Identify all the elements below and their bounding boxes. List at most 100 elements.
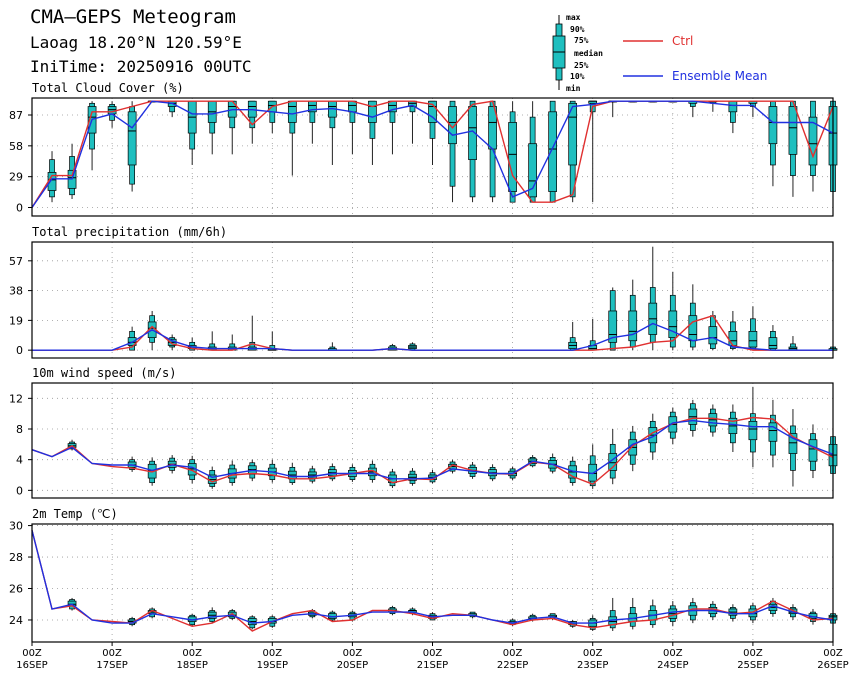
box-member — [808, 424, 818, 479]
box-member — [768, 100, 778, 187]
x-tick-label-time: 00Z — [263, 648, 283, 659]
x-tick-label-date: 22SEP — [497, 660, 528, 671]
y-tick-label: 29 — [9, 171, 23, 184]
box-p25-p75 — [528, 143, 537, 198]
panel-wind: 10m wind speed (m/s) 0 4 8 12 — [9, 366, 838, 499]
ensemble-mean-line — [31, 530, 834, 624]
x-tick-label-date: 25SEP — [737, 660, 768, 671]
location-label: Laoag 18.20°N 120.59°E — [30, 33, 242, 52]
legend-median-label: median — [574, 48, 603, 58]
x-tick-label-time: 00Z — [22, 648, 42, 659]
y-tick-label: 0 — [16, 484, 23, 497]
box-member — [488, 100, 497, 203]
box-p25-p75 — [748, 331, 758, 348]
box-member — [368, 100, 377, 165]
box-member — [328, 463, 337, 482]
panel-temp: 2m Temp (℃) 24 26 28 30 — [9, 507, 838, 643]
legend-p90-label: 90% — [570, 25, 585, 34]
box-member — [428, 100, 437, 165]
box-member — [227, 334, 237, 351]
box-member — [708, 404, 718, 437]
box-member — [408, 468, 417, 486]
legend-p75-label: 75% — [574, 36, 589, 45]
box-member — [748, 306, 758, 351]
x-tick-label-time: 00Z — [823, 648, 843, 659]
box-member — [508, 101, 517, 203]
x-tick-label-date: 21SEP — [417, 660, 448, 671]
box-member — [628, 279, 638, 351]
box-p25-p75 — [808, 439, 818, 462]
box-member — [468, 100, 477, 203]
box-member — [608, 100, 618, 118]
box-member — [608, 287, 618, 351]
panel-title: 10m wind speed (m/s) — [32, 366, 177, 380]
x-tick-label-date: 24SEP — [657, 660, 688, 671]
x-tick-label-time: 00Z — [102, 648, 122, 659]
x-tick-label-date: 23SEP — [577, 660, 608, 671]
box-member — [768, 399, 778, 468]
x-tick-label-time: 00Z — [343, 648, 363, 659]
box-p25-p75 — [428, 100, 437, 123]
ensemble-mean-line — [31, 100, 834, 208]
box-p25-p75 — [788, 106, 798, 155]
legend-mean-label: Ensemble Mean — [672, 69, 767, 83]
y-tick-label: 12 — [9, 392, 23, 405]
x-tick-label-date: 19SEP — [257, 660, 288, 671]
box-member — [127, 101, 137, 192]
box-member — [668, 271, 678, 351]
legend-max-label: max — [566, 13, 581, 22]
box-member — [668, 407, 678, 445]
box-p25-p75 — [548, 111, 558, 192]
y-tick-label: 26 — [9, 583, 23, 596]
panel-frame — [31, 382, 834, 499]
box-member — [287, 462, 297, 485]
y-tick-label: 57 — [9, 255, 23, 268]
x-tick-label-time: 00Z — [182, 648, 202, 659]
box-p25-p75 — [468, 106, 477, 161]
x-tick-label-date: 16SEP — [16, 660, 47, 671]
box-p25-p75 — [608, 310, 618, 343]
box-member — [408, 342, 417, 351]
y-tick-label: 4 — [16, 454, 23, 467]
x-tick-label-date: 18SEP — [176, 660, 207, 671]
box-p25-p75 — [768, 106, 778, 145]
box-p25-p75 — [287, 100, 297, 123]
x-tick-label-date: 26SEP — [817, 660, 848, 671]
y-tick-label: 24 — [9, 614, 23, 627]
box-member — [648, 246, 658, 351]
legend-ctrl-label: Ctrl — [672, 34, 693, 48]
x-tick-label-time: 00Z — [663, 648, 683, 659]
panel-frame — [31, 241, 834, 359]
box-member — [328, 342, 337, 351]
box-p25-p75 — [368, 100, 377, 123]
legend-p25-label: 25% — [574, 61, 589, 70]
panel-cloud: Total Cloud Cover (%) 0 29 58 87 — [9, 81, 838, 217]
y-tick-label: 19 — [9, 314, 23, 327]
box-member — [568, 321, 578, 351]
legend-p10-label: 10% — [570, 72, 585, 81]
box-member — [788, 409, 798, 487]
box-p25-p75 — [688, 315, 698, 342]
box-p25-p75 — [728, 100, 738, 113]
x-tick-label-time: 00Z — [743, 648, 763, 659]
ensemble-mean-line — [31, 419, 834, 480]
x-tick-label-time: 00Z — [503, 648, 523, 659]
box-member — [608, 429, 618, 485]
box-p25-p75 — [748, 420, 758, 441]
box-member — [328, 100, 337, 165]
box-p25-p75 — [668, 310, 678, 338]
box-p25-p75 — [508, 122, 517, 192]
box-p25-p75 — [708, 326, 718, 345]
box-member — [368, 460, 377, 483]
box-p25-p75 — [768, 422, 778, 442]
box-member — [768, 325, 778, 351]
box-member — [127, 456, 137, 472]
ensemble-mean-line — [32, 322, 833, 351]
box-member — [207, 331, 217, 351]
box-member — [648, 599, 658, 628]
box-member — [788, 336, 798, 351]
box-p25-p75 — [127, 111, 137, 166]
box-p25-p75 — [728, 331, 738, 346]
box-p25-p75 — [768, 337, 778, 349]
